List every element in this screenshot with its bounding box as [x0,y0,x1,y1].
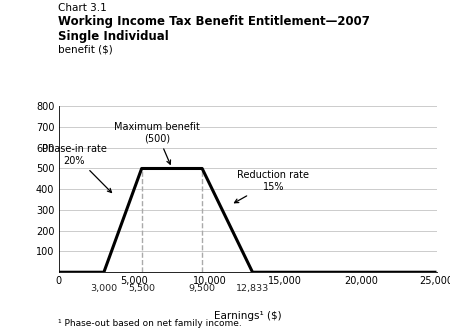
Text: Phase-in rate
20%: Phase-in rate 20% [42,144,112,193]
Text: 9,500: 9,500 [189,284,216,292]
Text: 3,000: 3,000 [90,284,117,292]
Text: Single Individual: Single Individual [58,30,169,43]
Text: Working Income Tax Benefit Entitlement—2007: Working Income Tax Benefit Entitlement—2… [58,15,370,28]
Text: Chart 3.1: Chart 3.1 [58,3,107,13]
X-axis label: Earnings¹ ($): Earnings¹ ($) [214,311,281,321]
Text: ¹ Phase-out based on net family income.: ¹ Phase-out based on net family income. [58,319,242,328]
Text: 12,833: 12,833 [236,284,269,292]
Text: benefit ($): benefit ($) [58,45,113,55]
Text: 5,500: 5,500 [128,284,155,292]
Text: Reduction rate
15%: Reduction rate 15% [234,170,309,203]
Text: Maximum benefit
(500): Maximum benefit (500) [114,122,200,164]
